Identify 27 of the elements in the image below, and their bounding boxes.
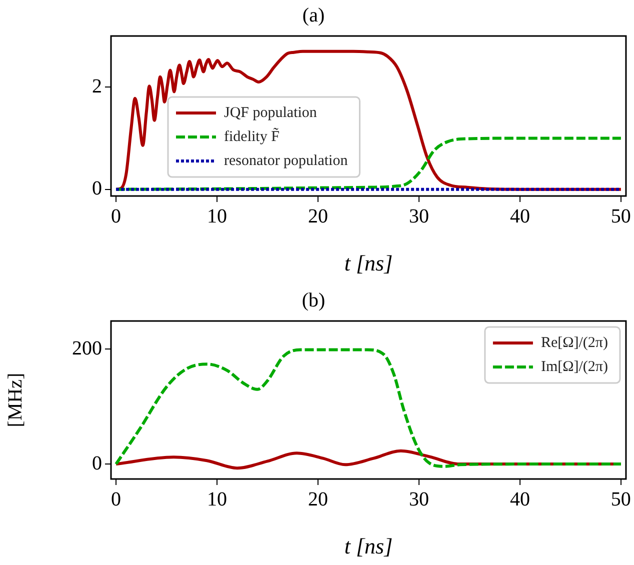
y-tick-label: 2: [92, 75, 102, 98]
chart-title: (a): [302, 4, 325, 26]
y-tick-label: 0: [92, 178, 102, 200]
y-tick-label: 200: [72, 337, 102, 360]
x-tick-label: 50: [610, 205, 631, 228]
legend-label: fidelity F̃: [224, 127, 280, 145]
x-axis-title: t [ns]: [344, 250, 393, 276]
x-tick-label: 20: [308, 205, 328, 228]
x-tick-label: 40: [510, 488, 530, 510]
x-tick-label: 20: [308, 488, 328, 510]
x-tick-label: 10: [207, 488, 228, 510]
x-tick-label: 40: [510, 205, 530, 228]
y-tick-label: 0: [92, 452, 102, 474]
x-tick-label: 30: [408, 205, 429, 228]
legend-label: resonator population: [224, 152, 348, 169]
line-series: [114, 50, 622, 191]
x-tick-label: 10: [207, 205, 228, 228]
legend-label: Im[Ω]/(2π): [540, 358, 608, 375]
x-tick-label: 50: [610, 488, 631, 510]
chart-title: (b): [302, 289, 326, 312]
x-tick-label: 0: [111, 488, 122, 510]
x-tick-label: 0: [111, 205, 122, 228]
y-axis-title: [MHz]: [4, 372, 26, 428]
x-axis-title: t [ns]: [344, 534, 393, 559]
legend-label: JQF population: [224, 104, 318, 121]
legend-label: Re[Ω]/(2π): [540, 334, 608, 351]
x-tick-label: 30: [408, 488, 429, 510]
